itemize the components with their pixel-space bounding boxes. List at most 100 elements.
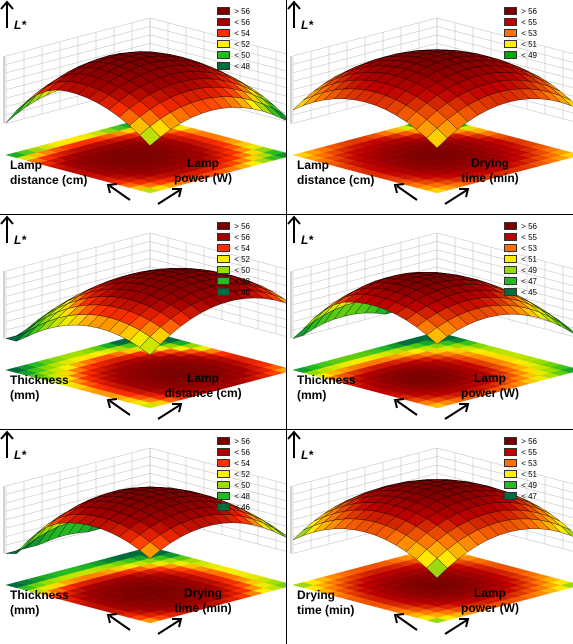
- response-surface: [5, 268, 286, 356]
- y-axis-label-line: Lamp: [186, 371, 219, 385]
- y-axis-label: Lamp power (W): [445, 586, 535, 616]
- legend-label: > 56: [234, 436, 250, 446]
- legend-swatch: [217, 51, 231, 59]
- surface-plot-panel: L* Thickness (mm) Lamp power (W) > 56 < 55 < 53…: [287, 215, 573, 429]
- response-surface: [5, 486, 286, 559]
- y-axis-arrow-icon: [444, 188, 470, 205]
- color-legend: > 56 < 56 < 54 < 52 < 50 < 48 < 46: [217, 221, 250, 298]
- legend-label: < 50: [234, 265, 250, 275]
- axis-direction-arrows: [393, 183, 470, 205]
- z-axis-arrow-icon: [287, 0, 301, 28]
- surface-plot-panel: L* Lamp distance (cm) Lamp power (W) > 56 < 56…: [0, 0, 286, 214]
- legend-entry: < 55: [504, 447, 537, 457]
- legend-label: < 50: [234, 480, 250, 490]
- x-axis-label-line: Thickness: [10, 588, 69, 602]
- legend-label: < 54: [234, 458, 250, 468]
- x-axis-arrow-icon: [393, 398, 418, 416]
- legend-entry: < 56: [217, 447, 250, 457]
- x-axis-arrow-icon: [106, 398, 131, 416]
- y-axis-label-line: Lamp: [186, 156, 219, 170]
- legend-entry: < 56: [217, 17, 250, 27]
- legend-label: < 53: [521, 243, 537, 253]
- x-axis-arrow-icon: [106, 183, 131, 201]
- legend-entry: < 50: [217, 50, 250, 60]
- y-axis-label-line: time (min): [461, 171, 519, 185]
- surface-plot-svg: [290, 232, 573, 409]
- legend-entry: < 51: [504, 39, 537, 49]
- legend-entry: > 56: [504, 6, 537, 16]
- x-axis-label-line: (mm): [10, 388, 40, 402]
- legend-label: < 52: [234, 254, 250, 264]
- legend-swatch: [504, 470, 518, 478]
- legend-label: < 53: [521, 28, 537, 38]
- x-axis-label-line: Lamp: [10, 158, 43, 172]
- axis-direction-arrows: [106, 183, 183, 205]
- x-axis-label-line: time (min): [297, 603, 355, 617]
- color-legend: > 56 < 55 < 53 < 51 < 49: [504, 6, 537, 61]
- y-axis-label: Drying time (min): [445, 156, 535, 186]
- x-axis-label: Thickness (mm): [297, 373, 407, 403]
- surface-plot-svg: [290, 447, 573, 624]
- axis-direction-arrows: [106, 398, 183, 420]
- legend-entry: < 55: [504, 17, 537, 27]
- legend-entry: < 45: [504, 287, 537, 297]
- x-axis-label-line: distance (cm): [10, 173, 88, 187]
- legend-swatch: [217, 437, 231, 445]
- surface-plot-panel: L* Lamp distance (cm) Drying time (min) > 56 <…: [287, 0, 573, 214]
- legend-swatch: [217, 470, 231, 478]
- legend-label: < 50: [234, 50, 250, 60]
- legend-label: < 46: [234, 287, 250, 297]
- legend-label: < 49: [521, 480, 537, 490]
- legend-entry: < 48: [217, 276, 250, 286]
- legend-swatch: [217, 62, 231, 70]
- legend-swatch: [217, 481, 231, 489]
- legend-label: < 47: [521, 491, 537, 501]
- legend-label: > 56: [521, 6, 537, 16]
- panel-divider: [0, 429, 573, 430]
- legend-swatch: [504, 288, 518, 296]
- legend-swatch: [217, 29, 231, 37]
- response-surface: [292, 479, 573, 579]
- y-axis-label: Drying time (min): [158, 586, 248, 616]
- legend-entry: < 55: [504, 232, 537, 242]
- legend-label: < 48: [234, 276, 250, 286]
- surface-plot-panel: L* Thickness (mm) Drying time (min) > 56 < 56 <…: [0, 430, 286, 644]
- axis-direction-arrows: [393, 613, 470, 635]
- legend-entry: < 46: [217, 287, 250, 297]
- axis-direction-arrows: [393, 398, 470, 420]
- legend-label: < 49: [521, 50, 537, 60]
- legend-entry: < 52: [217, 469, 250, 479]
- legend-label: > 56: [234, 6, 250, 16]
- y-axis-arrow-icon: [444, 618, 470, 635]
- x-axis-label-line: Lamp: [297, 158, 330, 172]
- legend-entry: < 49: [504, 265, 537, 275]
- legend-swatch: [217, 18, 231, 26]
- legend-swatch: [504, 459, 518, 467]
- legend-entry: < 49: [504, 480, 537, 490]
- y-axis-label-line: time (min): [174, 601, 232, 615]
- legend-label: > 56: [521, 221, 537, 231]
- legend-label: < 56: [234, 232, 250, 242]
- contour-floor: [292, 546, 573, 624]
- x-axis-label-line: Drying: [297, 588, 336, 602]
- legend-label: < 45: [521, 287, 537, 297]
- legend-label: < 49: [521, 265, 537, 275]
- legend-swatch: [504, 40, 518, 48]
- legend-swatch: [504, 18, 518, 26]
- legend-entry: > 56: [504, 436, 537, 446]
- contour-floor: [292, 331, 573, 409]
- legend-swatch: [217, 266, 231, 274]
- legend-label: < 51: [521, 254, 537, 264]
- legend-entry: < 51: [504, 254, 537, 264]
- legend-swatch: [504, 266, 518, 274]
- legend-entry: < 54: [217, 28, 250, 38]
- z-axis-label: L*: [14, 18, 26, 32]
- surface-plot-panel: L* Drying time (min) Lamp power (W) > 56 < 55 <…: [287, 430, 573, 644]
- surface-plot-svg: [3, 447, 286, 624]
- legend-label: > 56: [234, 221, 250, 231]
- legend-entry: > 56: [217, 221, 250, 231]
- legend-entry: < 51: [504, 469, 537, 479]
- legend-entry: < 53: [504, 243, 537, 253]
- legend-swatch: [504, 51, 518, 59]
- response-surface: [292, 49, 573, 149]
